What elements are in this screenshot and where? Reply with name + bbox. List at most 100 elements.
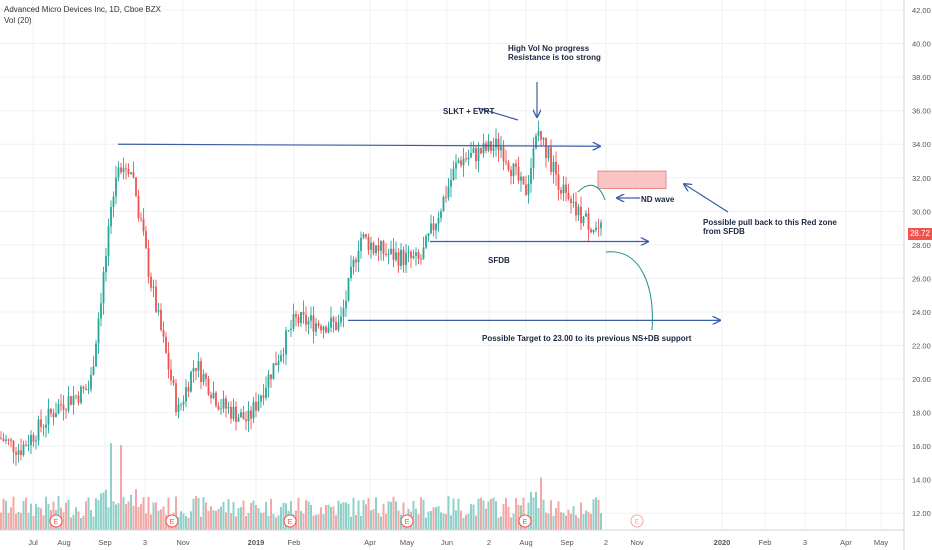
annotation-resistance: Resistance is too strong: [508, 53, 601, 62]
candle-body: [152, 286, 155, 288]
volume-bar: [37, 507, 40, 530]
candle-body: [135, 177, 137, 196]
candle-body: [302, 311, 305, 315]
candle-body: [227, 406, 230, 409]
time-tick-label: Jun: [441, 538, 453, 547]
volume-bar: [562, 512, 565, 530]
volume-bar: [452, 498, 455, 530]
volume-bar: [432, 507, 435, 530]
candle-body: [155, 286, 157, 312]
candle-body: [252, 401, 255, 419]
volume-bar: [192, 498, 195, 530]
candle-body: [380, 241, 382, 251]
time-tick-label: Apr: [840, 538, 852, 547]
candle-body: [215, 392, 217, 406]
candle-body: [270, 374, 272, 380]
candle-body: [62, 404, 65, 410]
candle-body: [190, 371, 192, 392]
volume-bar: [450, 515, 452, 530]
volume-bar: [57, 496, 60, 530]
candle-body: [450, 179, 452, 187]
candle-body: [272, 363, 275, 380]
candle-body: [142, 219, 145, 232]
annotation-high-vol: High Vol No progress: [508, 44, 590, 53]
volume-bar: [102, 492, 105, 530]
candle-body: [235, 406, 237, 422]
volume-bar: [507, 506, 510, 530]
volume-bar: [310, 504, 312, 530]
candle-body: [132, 172, 135, 178]
candle-body: [5, 439, 7, 441]
volume-bar: [335, 515, 337, 530]
candle-body: [40, 419, 42, 427]
volume-bar: [232, 501, 235, 530]
volume-bar: [97, 500, 100, 530]
candle-body: [390, 248, 392, 254]
price-axis[interactable]: 12.00 14.00 16.00 18.00 20.00 22.00 24.00 26.00…: [903, 0, 931, 550]
candle-body: [335, 321, 337, 331]
volume-bar: [482, 500, 485, 530]
time-axis[interactable]: Jul Aug Sep 3 Nov 2019 Feb Apr May Jun 2 Aug Sep 2 Nov…: [0, 529, 904, 547]
candle-body: [375, 245, 377, 254]
time-tick-label: Feb: [288, 538, 301, 547]
volume-bar: [157, 510, 160, 530]
candle-body: [537, 131, 540, 136]
time-tick-label: Sep: [560, 538, 573, 547]
volume-legend[interactable]: Vol (20): [4, 16, 32, 25]
volume-bar: [160, 509, 162, 530]
volume-bar: [497, 517, 500, 530]
candle-body: [32, 434, 35, 442]
volume-bar: [182, 513, 185, 530]
volume-bar: [297, 497, 300, 530]
volume-bar: [10, 507, 12, 530]
volume-bar: [100, 493, 102, 530]
volume-bar: [372, 509, 375, 530]
candle-body: [560, 189, 562, 194]
volume-bar: [510, 517, 512, 530]
price-tick-label: 30.00: [912, 207, 931, 216]
candle-body: [595, 227, 597, 230]
earnings-marker-icon: [165, 514, 179, 528]
last-price-label: 28.72: [908, 228, 932, 240]
candle-body: [505, 161, 507, 163]
volume-bar: [500, 516, 502, 530]
candle-body: [330, 317, 332, 328]
candle-body: [497, 138, 500, 151]
volume-bar: [35, 503, 37, 530]
time-tick-label: 2020: [714, 538, 731, 547]
symbol-title[interactable]: Advanced Micro Devices Inc, 1D, Cboe BZX: [4, 5, 161, 14]
candle-body: [42, 426, 45, 428]
volume-bar: [547, 513, 550, 530]
volume-bar: [462, 517, 465, 530]
candle-body: [230, 406, 232, 419]
earnings-marker-icon: [49, 514, 63, 528]
candle-body: [477, 148, 480, 162]
volume-bar: [247, 512, 250, 530]
candle-body: [57, 404, 60, 414]
price-tick-label: 22.00: [912, 342, 931, 351]
volume-bar: [47, 503, 50, 530]
volume-bar: [380, 516, 382, 530]
candle-body: [110, 206, 112, 227]
volume-bar: [65, 502, 67, 530]
time-tick-label: Aug: [519, 538, 532, 547]
volume-bar: [397, 510, 400, 530]
volume-bar: [375, 497, 377, 530]
volume-bar: [32, 516, 35, 530]
candle-body: [100, 303, 102, 319]
earnings-marker-label: E: [405, 519, 410, 526]
volume-bar: [175, 496, 177, 530]
volume-bar: [412, 500, 415, 530]
candle-body: [357, 250, 360, 263]
volume-bar: [360, 515, 362, 530]
volume-bar: [595, 497, 597, 530]
candle-body: [202, 373, 205, 383]
time-tick-label: Apr: [364, 538, 376, 547]
candle-body: [345, 300, 347, 309]
candle-body: [22, 444, 25, 455]
volume-bar: [95, 498, 97, 530]
candle-body: [460, 160, 462, 166]
time-tick-label: Sep: [98, 538, 111, 547]
candle-body: [530, 168, 532, 185]
